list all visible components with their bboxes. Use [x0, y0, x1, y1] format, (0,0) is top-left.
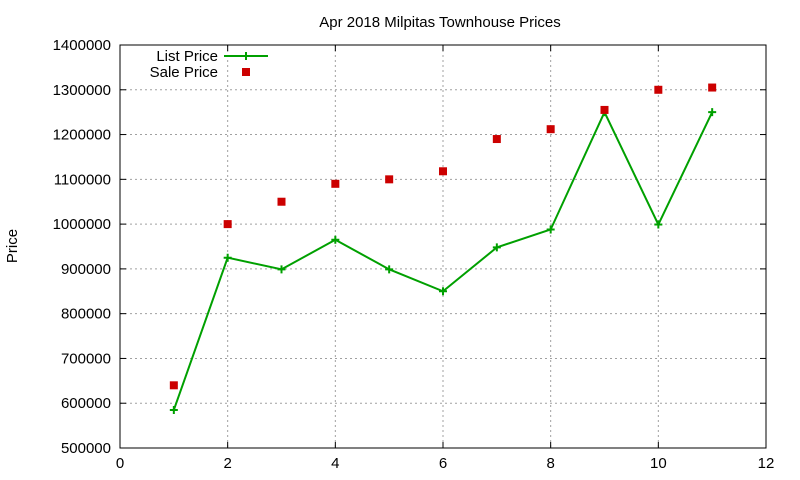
x-tick-label: 10	[650, 455, 667, 472]
y-axis-label: Price	[4, 229, 21, 263]
data-point	[277, 197, 286, 206]
data-point	[546, 125, 555, 134]
axis-ticks: 500000 600000 700000 800000 900000 1000000 110…	[53, 37, 775, 472]
y-tick-label: 600000	[61, 395, 111, 412]
y-tick-label: 1400000	[53, 37, 111, 54]
data-point	[169, 381, 178, 390]
data-point	[492, 135, 501, 144]
series-sale-price	[169, 83, 717, 390]
legend-marker	[242, 68, 250, 76]
data-point	[708, 83, 717, 92]
y-tick-label: 500000	[61, 440, 111, 457]
x-tick-label: 6	[439, 455, 447, 472]
data-point	[223, 253, 232, 262]
data-point	[600, 105, 609, 114]
y-tick-label: 1300000	[53, 82, 111, 99]
data-point	[331, 179, 340, 188]
data-point	[654, 220, 663, 229]
data-point	[277, 265, 286, 274]
data-point	[439, 167, 447, 176]
chart-title: Apr 2018 Milpitas Townhouse Prices	[319, 14, 561, 31]
x-tick-label: 8	[546, 455, 554, 472]
grid	[120, 45, 766, 448]
legend-marker	[242, 52, 250, 60]
series-list-price	[169, 108, 717, 414]
data-point	[492, 243, 501, 252]
data-point	[331, 235, 340, 244]
x-tick-label: 4	[331, 455, 339, 472]
y-tick-label: 1200000	[53, 127, 111, 144]
data-point	[223, 220, 232, 229]
y-tick-label: 1100000	[54, 171, 111, 188]
y-tick-label: 1000000	[53, 216, 111, 233]
legend-label: Sale Price	[150, 64, 218, 81]
data-point	[385, 175, 394, 184]
x-tick-label: 2	[223, 455, 231, 472]
plot-series	[169, 83, 717, 414]
legend-label: List Price	[156, 48, 218, 65]
x-tick-label: 12	[758, 455, 775, 472]
data-point	[385, 265, 394, 274]
data-point	[439, 287, 447, 296]
data-point	[708, 108, 717, 117]
y-tick-label: 800000	[61, 306, 111, 323]
data-point	[169, 405, 178, 414]
x-tick-label: 0	[116, 455, 124, 472]
data-point	[654, 85, 663, 94]
y-tick-label: 700000	[61, 350, 111, 367]
data-point	[546, 225, 555, 234]
y-tick-label: 900000	[61, 261, 111, 278]
